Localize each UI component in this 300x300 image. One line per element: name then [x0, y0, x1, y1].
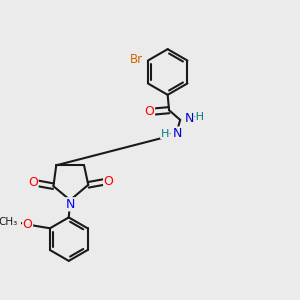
Text: N: N [65, 198, 75, 211]
Text: CH₃: CH₃ [0, 217, 18, 227]
Text: O: O [28, 176, 38, 189]
Text: Br: Br [130, 53, 143, 66]
Text: O: O [23, 218, 33, 231]
Text: N: N [184, 112, 194, 125]
Text: O: O [104, 175, 113, 188]
Text: ·H: ·H [193, 112, 205, 122]
Text: H·: H· [161, 129, 173, 139]
Text: O: O [145, 105, 154, 118]
Text: N: N [173, 127, 183, 140]
